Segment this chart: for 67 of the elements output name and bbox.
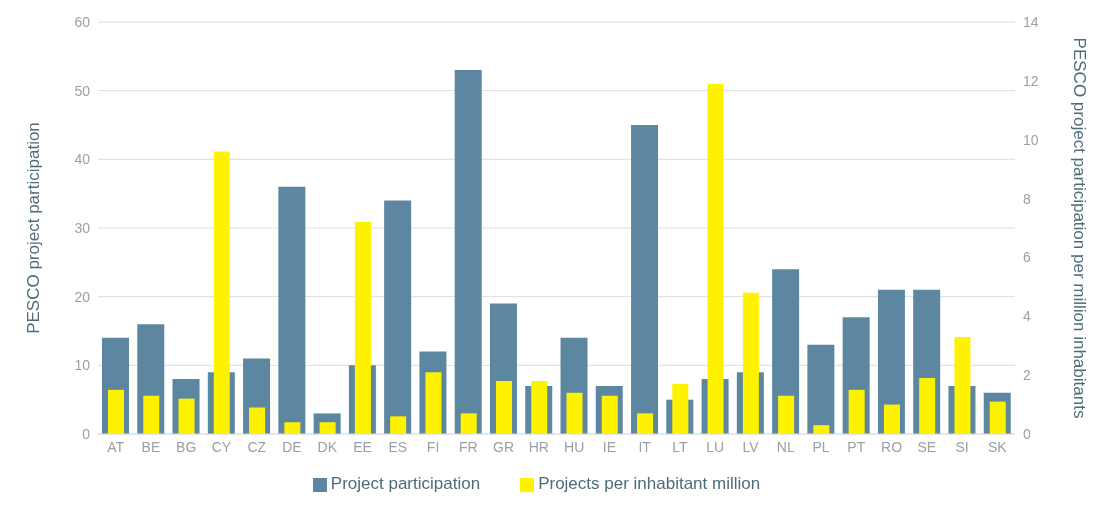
y2-tick-label: 14: [1023, 13, 1039, 30]
bar: [178, 398, 195, 434]
legend-label: Project participation: [330, 474, 481, 493]
bar: [143, 395, 160, 434]
bar: [848, 389, 865, 434]
y-axis-title: PESCO project participation: [24, 122, 44, 334]
x-tick-label: IT: [638, 438, 652, 455]
y2-axis-title: PESCO project participation per million inhabitants: [1069, 37, 1089, 419]
bar: [807, 344, 835, 434]
x-tick-label: BG: [176, 438, 197, 455]
y-tick-label: 10: [74, 357, 91, 374]
x-tick-label: FR: [458, 438, 478, 455]
x-tick-label: DK: [317, 438, 338, 455]
y2-tick-label: 2: [1023, 367, 1031, 384]
x-tick-label: SI: [955, 438, 969, 455]
y2-tick-label: 10: [1023, 131, 1039, 148]
x-tick-label: FI: [426, 438, 440, 455]
y-tick-label: 50: [74, 82, 91, 99]
bar: [919, 378, 936, 434]
x-tick-label: EE: [353, 438, 372, 455]
bar: [566, 392, 583, 434]
y-tick-label: 60: [74, 13, 91, 30]
bar: [319, 422, 336, 434]
x-tick-label: LU: [706, 438, 725, 455]
x-tick-label: SE: [917, 438, 937, 455]
x-tick-label: HU: [564, 438, 585, 455]
bar: [278, 186, 306, 434]
bar: [883, 404, 900, 434]
bar: [108, 389, 124, 434]
x-tick-label: ES: [388, 438, 408, 455]
x-tick-label: CZ: [247, 438, 267, 455]
bar: [284, 422, 301, 434]
y-tick-label: 40: [74, 151, 91, 168]
x-tick-label: LV: [742, 438, 760, 455]
y2-tick-label: 0: [1023, 425, 1031, 442]
y2-tick-label: 8: [1023, 190, 1031, 207]
bar: [425, 372, 442, 434]
bar: [390, 416, 407, 434]
x-tick-label: HR: [528, 438, 549, 455]
bar: [778, 395, 795, 434]
x-tick-label: BE: [141, 438, 161, 455]
bar: [384, 200, 412, 434]
x-tick-label: RO: [881, 438, 903, 455]
bar: [637, 413, 654, 434]
bar: [460, 413, 477, 434]
x-tick-label: GR: [493, 438, 515, 455]
x-tick-label: LT: [672, 438, 689, 455]
y-tick-label: 30: [74, 219, 91, 236]
x-tick-label: DE: [282, 438, 302, 455]
x-tick-label: NL: [776, 438, 795, 455]
x-tick-label: AT: [107, 438, 125, 455]
bar: [249, 407, 266, 434]
y2-tick-label: 6: [1023, 249, 1031, 266]
x-tick-label: IE: [602, 438, 617, 455]
bar: [631, 125, 659, 434]
x-tick-label: SK: [988, 438, 1008, 455]
legend-label: Projects per inhabitant million: [538, 474, 761, 493]
bar: [454, 70, 482, 434]
y-tick-label: 20: [74, 288, 91, 305]
x-tick-label: PL: [812, 438, 830, 455]
x-tick-label: PT: [847, 438, 866, 455]
x-tick-label: CY: [211, 438, 232, 455]
y-tick-label: 0: [82, 425, 91, 442]
y2-tick-label: 12: [1023, 72, 1039, 89]
bar: [813, 425, 830, 434]
y2-tick-label: 4: [1023, 308, 1031, 325]
bar: [495, 381, 512, 434]
